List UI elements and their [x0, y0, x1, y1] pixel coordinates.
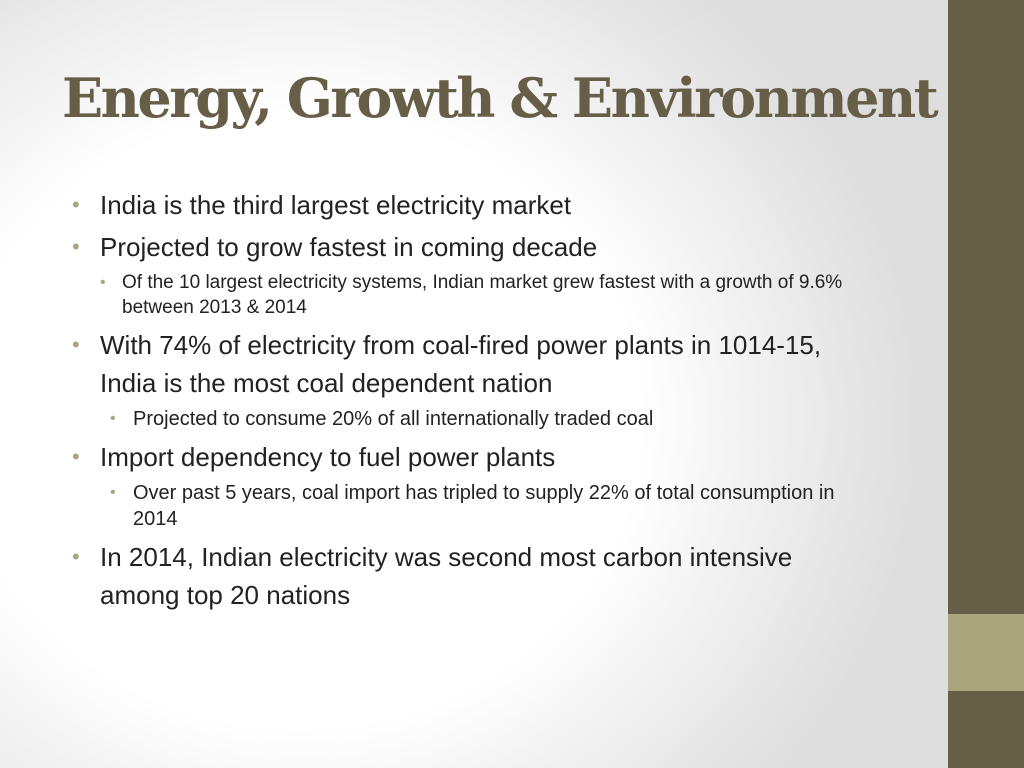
bullet-dot-icon: •	[72, 444, 80, 469]
sub-bullet-dot-icon: •	[110, 484, 116, 501]
side-accent-decoration	[948, 614, 1024, 691]
bullet-item: • Import dependency to fuel power plants	[72, 438, 872, 476]
bullet-text: India is the third largest electricity m…	[100, 190, 572, 220]
sub-bullet-item: • Over past 5 years, coal import has tri…	[72, 480, 872, 532]
sub-bullet-text: Over past 5 years, coal import has tripl…	[133, 482, 835, 530]
sub-bullet-dot-icon: •	[100, 274, 106, 291]
bullet-dot-icon: •	[72, 332, 80, 357]
bullet-item: • Projected to grow fastest in coming de…	[72, 228, 872, 266]
bullet-item: • With 74% of electricity from coal-fire…	[72, 326, 872, 402]
sub-bullet-text: Projected to consume 20% of all internat…	[133, 408, 654, 430]
bullet-dot-icon: •	[72, 234, 80, 259]
bullet-text: With 74% of electricity from coal-fired …	[100, 330, 822, 398]
bullet-text: In 2014, Indian electricity was second m…	[100, 542, 793, 610]
sub-bullet-text: Of the 10 largest electricity systems, I…	[122, 272, 843, 318]
bullet-dot-icon: •	[72, 192, 80, 217]
bullet-item: • India is the third largest electricity…	[72, 186, 872, 224]
sub-bullet-item: • Of the 10 largest electricity systems,…	[72, 270, 872, 320]
slide-title: Energy, Growth & Environment	[62, 66, 939, 130]
sub-bullet-dot-icon: •	[110, 410, 116, 427]
sub-bullet-item: • Projected to consume 20% of all intern…	[72, 406, 872, 432]
bullet-text: Projected to grow fastest in coming deca…	[100, 232, 598, 262]
bullet-item: • In 2014, Indian electricity was second…	[72, 538, 872, 614]
bullet-text: Import dependency to fuel power plants	[100, 442, 556, 472]
bullet-dot-icon: •	[72, 544, 80, 569]
bullet-list: • India is the third largest electricity…	[72, 186, 872, 618]
